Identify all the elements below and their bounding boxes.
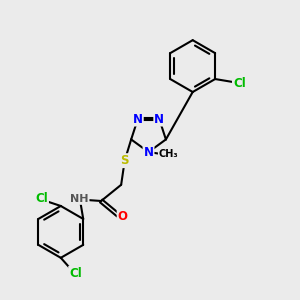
Text: CH₃: CH₃ (159, 149, 178, 159)
Text: S: S (120, 154, 129, 167)
Text: Cl: Cl (35, 192, 48, 205)
Text: Cl: Cl (69, 267, 82, 280)
Text: N: N (133, 112, 143, 125)
Text: N: N (154, 112, 164, 125)
Text: O: O (118, 210, 128, 223)
Text: Cl: Cl (233, 77, 246, 90)
Text: N: N (143, 146, 154, 159)
Text: NH: NH (70, 194, 88, 204)
